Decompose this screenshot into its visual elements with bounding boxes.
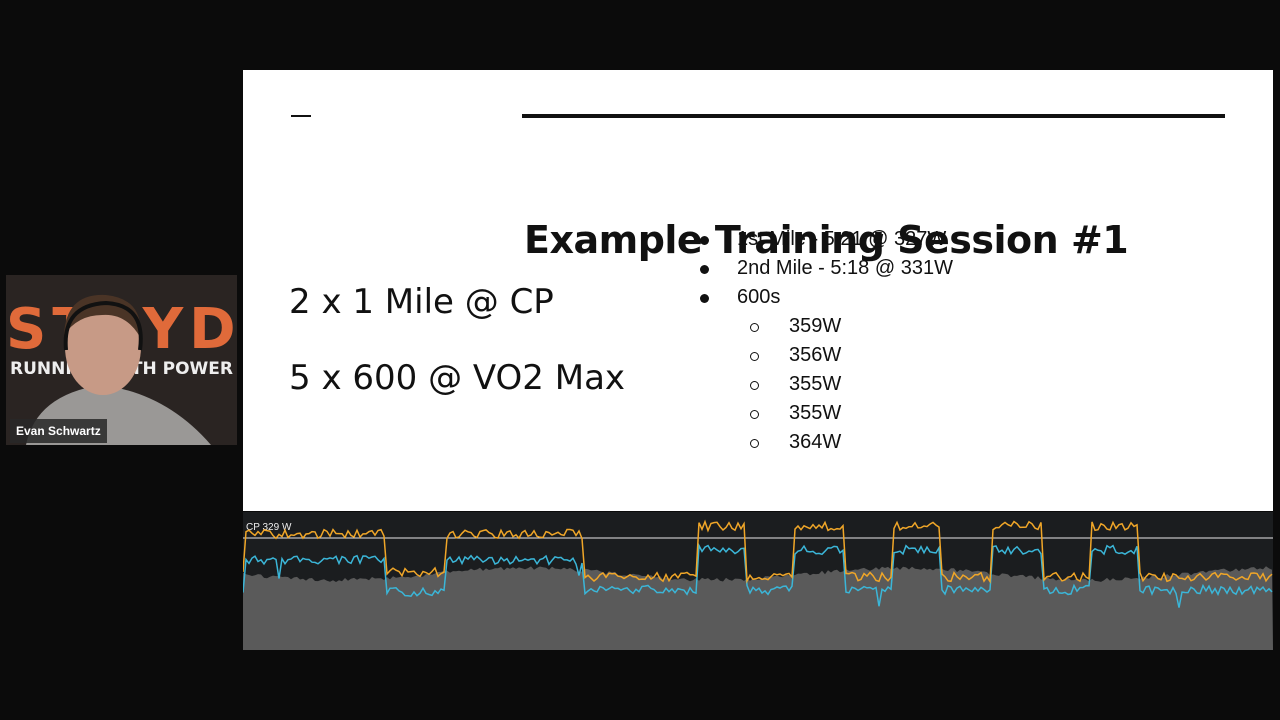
sub-bullet-text: 355W: [789, 373, 842, 395]
sub-bullet-ring: [750, 410, 759, 419]
bullet-text: 1st Mile - 5:21 @ 327W: [737, 228, 947, 250]
power-trace-1: [243, 519, 1273, 584]
sub-bullet-text: 364W: [789, 431, 842, 453]
rule-long: [522, 114, 1225, 118]
bullet-text: 600s: [737, 286, 781, 308]
bullet-text: 2nd Mile - 5:18 @ 331W: [737, 257, 953, 279]
participant-name: Evan Schwartz: [10, 419, 107, 443]
sub-bullet-ring: [750, 323, 759, 332]
pace-area: [243, 566, 1273, 650]
bullet-dot: [700, 265, 709, 274]
power-chart: CP 329 W: [243, 512, 1273, 650]
power-trace-2: [243, 542, 1273, 608]
workout: 5 x 600 @ VO2 Max: [289, 358, 626, 398]
sub-bullet-text: 359W: [789, 315, 842, 337]
bullet-dot: [700, 294, 709, 303]
slide-title: Example Training Session #1: [524, 218, 1129, 262]
workout: 2 x 1 Mile @ CP: [289, 282, 554, 322]
sub-bullet-text: 355W: [789, 402, 842, 424]
sub-bullet-text: 356W: [789, 344, 842, 366]
sub-bullet-ring: [750, 381, 759, 390]
sub-bullet-ring: [750, 352, 759, 361]
sub-bullet-ring: [750, 439, 759, 448]
webcam-tile: STRYD RUNNING WITH POWER Evan Schwartz: [6, 275, 237, 445]
slide: Example Training Session #1 2 x 1 Mile @…: [243, 70, 1273, 511]
cp-label: CP 329 W: [246, 522, 292, 533]
bullet-dot: [700, 236, 709, 245]
rule-short: [291, 115, 311, 117]
